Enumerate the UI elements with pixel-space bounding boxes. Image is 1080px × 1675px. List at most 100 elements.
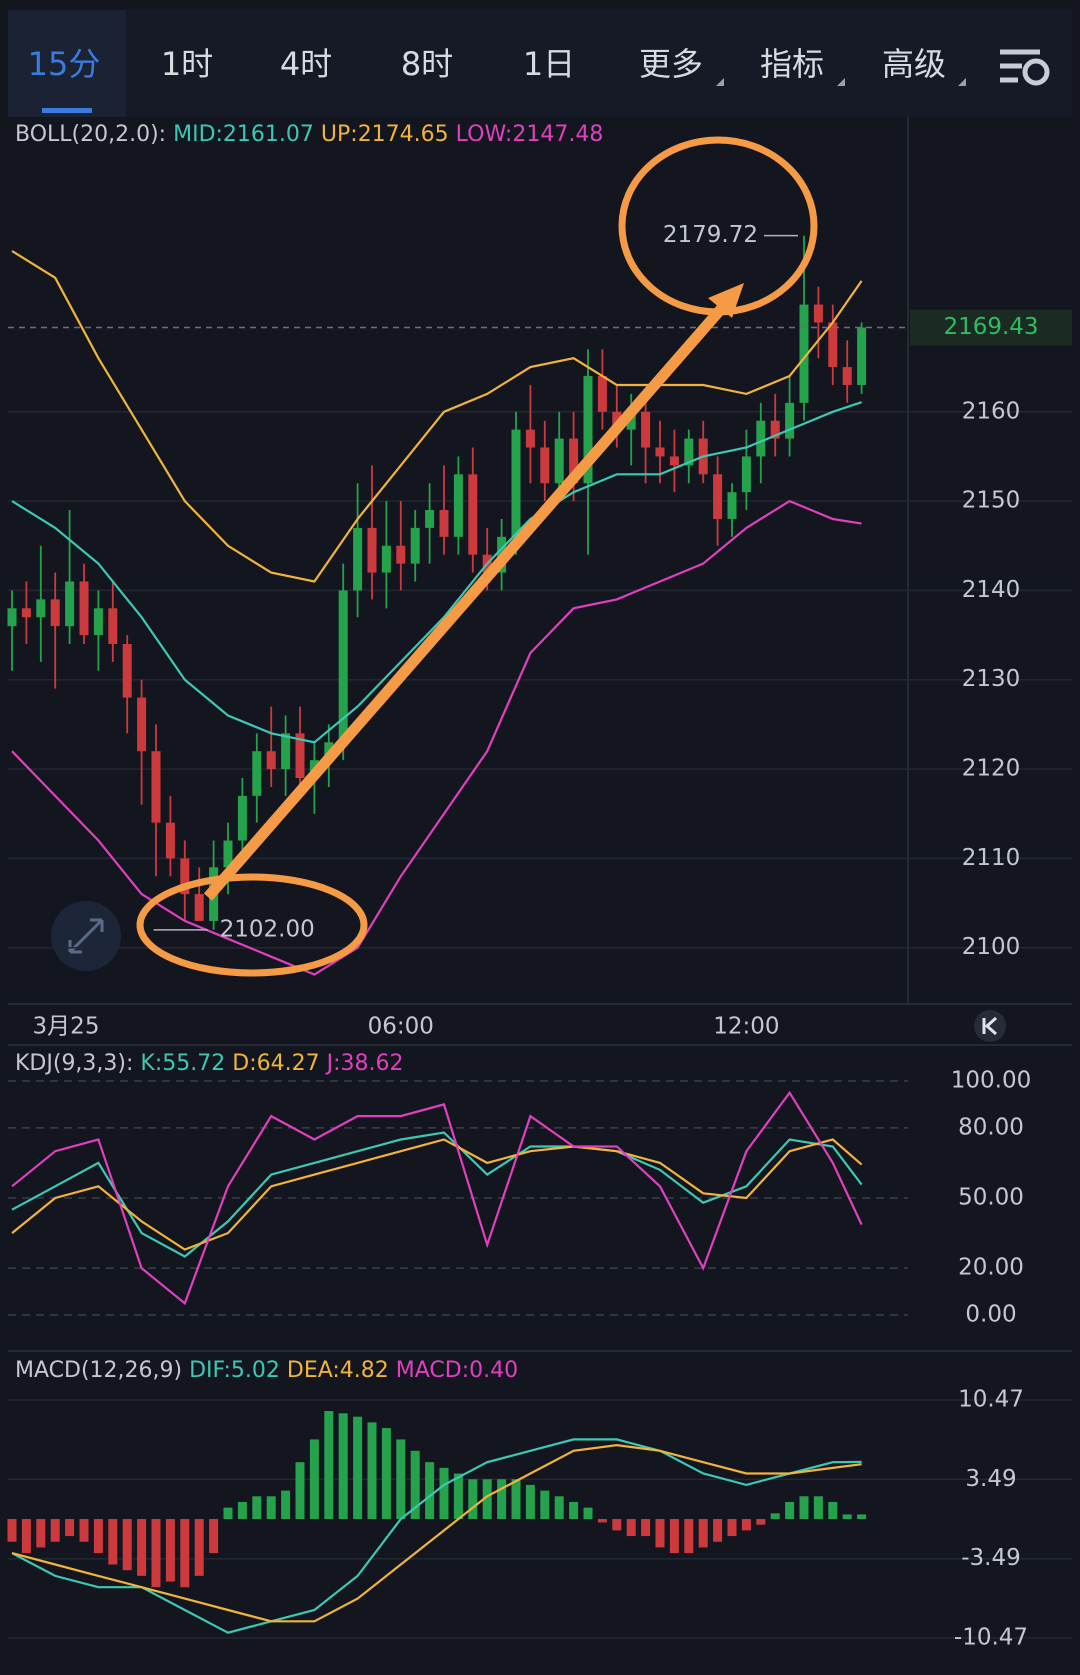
plot: BOLL(20,2.0): MID:2161.07 UP:2174.65 LOW… [7, 122, 1072, 1651]
candle-body [540, 447, 550, 484]
candle-body [338, 590, 348, 743]
y-tick-label: -3.49 [961, 1545, 1021, 1571]
macd-bar [381, 1428, 391, 1520]
y-tick-label: 2150 [962, 488, 1021, 514]
reset-button[interactable] [974, 1010, 1006, 1042]
last-price-label: 2169.43 [943, 314, 1038, 340]
x-tick-label: 06:00 [368, 1014, 434, 1040]
candle-body [468, 474, 478, 555]
legend-entry: DEA:4.82 [287, 1358, 389, 1383]
macd-bar [655, 1519, 665, 1548]
macd-bar [453, 1473, 463, 1520]
macd-bar [65, 1519, 75, 1537]
candle-body [655, 447, 665, 457]
candle-body [281, 733, 291, 770]
settings-icon[interactable] [1000, 49, 1050, 86]
macd-bar [324, 1411, 334, 1520]
indicator-legend: BOLL(20,2.0): MID:2161.07 UP:2174.65 LOW… [15, 122, 603, 147]
annotation [136, 136, 818, 977]
x-tick-label: 3月25 [33, 1014, 100, 1040]
active-tab-underline [42, 108, 92, 113]
expand-button[interactable] [51, 901, 121, 971]
candle-body [741, 456, 751, 493]
tab[interactable]: 15分 [28, 45, 101, 83]
candle-body [295, 733, 305, 779]
legend-entry: KDJ(9,3,3): [15, 1051, 133, 1076]
candle-body [756, 420, 766, 457]
indicator-line [11, 1443, 862, 1623]
macd-bar [741, 1519, 751, 1531]
y-tick-label: 2110 [962, 845, 1021, 871]
y-tick-label: 10.47 [958, 1386, 1024, 1412]
tab[interactable]: 1日 [523, 45, 575, 83]
macd-bar [194, 1519, 204, 1576]
candle-body [641, 411, 651, 448]
y-tick-label: 20.00 [958, 1255, 1024, 1281]
macd-bar [554, 1496, 564, 1520]
candle-body [151, 751, 161, 823]
macd-bar [813, 1496, 823, 1520]
y-tick-label: 0.00 [965, 1301, 1016, 1327]
macd-bar [165, 1519, 175, 1582]
candle-body [799, 304, 809, 403]
candle-body [626, 411, 636, 430]
legend-entry: MID:2161.07 [173, 122, 314, 147]
macd-bar [396, 1439, 406, 1520]
macd-bar [439, 1467, 449, 1520]
macd-bar [50, 1519, 60, 1542]
macd-bar [281, 1490, 291, 1520]
macd-bar [857, 1514, 867, 1520]
tab[interactable]: 高级 [882, 45, 946, 83]
macd-bar [108, 1519, 118, 1565]
y-tick-label: 2140 [962, 577, 1021, 603]
tab-bar [8, 10, 1072, 117]
legend-entry: BOLL(20,2.0): [15, 122, 166, 147]
candle-body [857, 327, 867, 385]
y-tick-label: -10.47 [954, 1625, 1028, 1651]
legend-entry: UP:2174.65 [321, 122, 449, 147]
indicator-line [11, 1138, 863, 1251]
macd-bar [295, 1462, 305, 1520]
legend-entry: DIF:5.02 [189, 1358, 280, 1383]
macd-bar [252, 1496, 262, 1520]
y-tick-label: 2160 [962, 398, 1021, 424]
candle-body [785, 402, 795, 439]
candle-body [684, 438, 694, 466]
tab[interactable]: 更多 [639, 45, 703, 83]
tab[interactable]: 4时 [280, 45, 332, 83]
macd-bar [569, 1501, 579, 1520]
macd-bar [36, 1519, 46, 1548]
macd-bar [583, 1507, 593, 1520]
macd-bar [353, 1416, 363, 1520]
legend-entry: MACD:0.40 [396, 1358, 518, 1383]
candle-body [410, 527, 420, 564]
candle-body [137, 697, 147, 752]
candle-body [569, 438, 579, 484]
y-tick-label: 3.49 [965, 1466, 1016, 1492]
candle-body [554, 438, 564, 484]
legend-entry: J:38.62 [325, 1051, 404, 1076]
macd-bar [727, 1519, 737, 1537]
candle-body [511, 429, 521, 537]
macd-bar [237, 1501, 247, 1520]
tab[interactable]: 指标 [760, 45, 824, 83]
indicator-line [11, 401, 862, 744]
candle-body [21, 608, 31, 618]
last-price-box [910, 309, 1072, 346]
low-label: 2102.00 [220, 916, 315, 942]
indicator-legend: MACD(12,26,9) DIF:5.02 DEA:4.82 MACD:0.4… [15, 1358, 518, 1383]
candle-body [525, 429, 535, 448]
tab[interactable]: 1时 [161, 45, 213, 83]
candle-body [165, 822, 175, 859]
legend-entry: LOW:2147.48 [456, 122, 604, 147]
tab[interactable]: 8时 [401, 45, 453, 83]
candle-body [93, 608, 103, 636]
candle-body [828, 322, 838, 368]
candle-body [79, 581, 89, 636]
macd-bar [410, 1450, 420, 1520]
candle-body [842, 367, 852, 385]
candle-body [252, 751, 262, 796]
macd-bar [698, 1519, 708, 1548]
macd-bar [828, 1501, 838, 1520]
